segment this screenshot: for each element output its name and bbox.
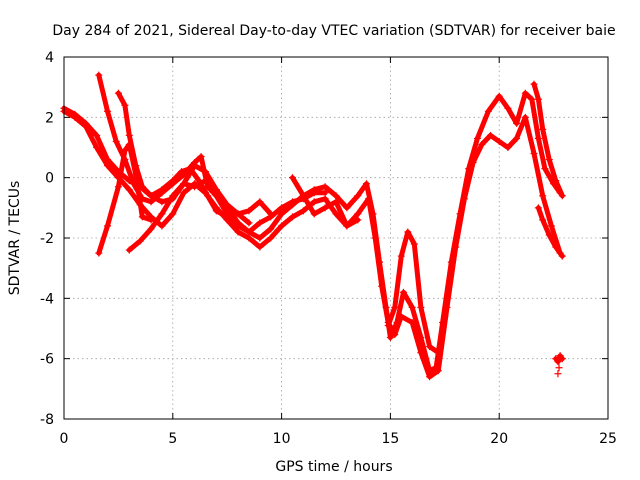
y-tick-label: -2 [40, 231, 54, 247]
y-tick-label: 4 [45, 50, 54, 66]
series-track-a [60, 89, 564, 375]
series-line [61, 90, 563, 374]
series-line [96, 72, 328, 235]
series-track-h [384, 228, 449, 357]
y-tick-label: 0 [45, 171, 54, 187]
series-track-i [530, 80, 566, 200]
series-track-g [288, 174, 362, 230]
series-track-e [95, 140, 155, 257]
series-track-f [125, 177, 275, 254]
y-axis-label: SDTVAR / TECUs [7, 181, 23, 296]
x-tick-label: 10 [273, 431, 291, 447]
x-tick-label: 5 [168, 431, 177, 447]
grid-layer [64, 57, 608, 419]
x-axis-label: GPS time / hours [275, 459, 392, 475]
series-line [531, 81, 565, 199]
y-tick-label: -8 [40, 412, 54, 428]
y-tick-label: -4 [40, 291, 54, 307]
series-track-k [552, 352, 566, 366]
x-tick-layer: 0 5 10 15 20 25 [60, 57, 617, 447]
y-tick-label: -6 [40, 352, 54, 368]
series-layer [60, 71, 566, 381]
x-tick-label: 20 [490, 431, 508, 447]
x-tick-label: 15 [381, 431, 399, 447]
y-tick-label: 2 [45, 110, 54, 126]
series-line [96, 142, 154, 256]
x-tick-label: 0 [60, 431, 69, 447]
chart-title: Day 284 of 2021, Sidereal Day-to-day VTE… [52, 23, 615, 39]
series-track-j [534, 204, 566, 260]
x-tick-label: 25 [599, 431, 617, 447]
y-tick-layer: 4 2 0 -2 -4 -6 -8 [40, 50, 608, 428]
